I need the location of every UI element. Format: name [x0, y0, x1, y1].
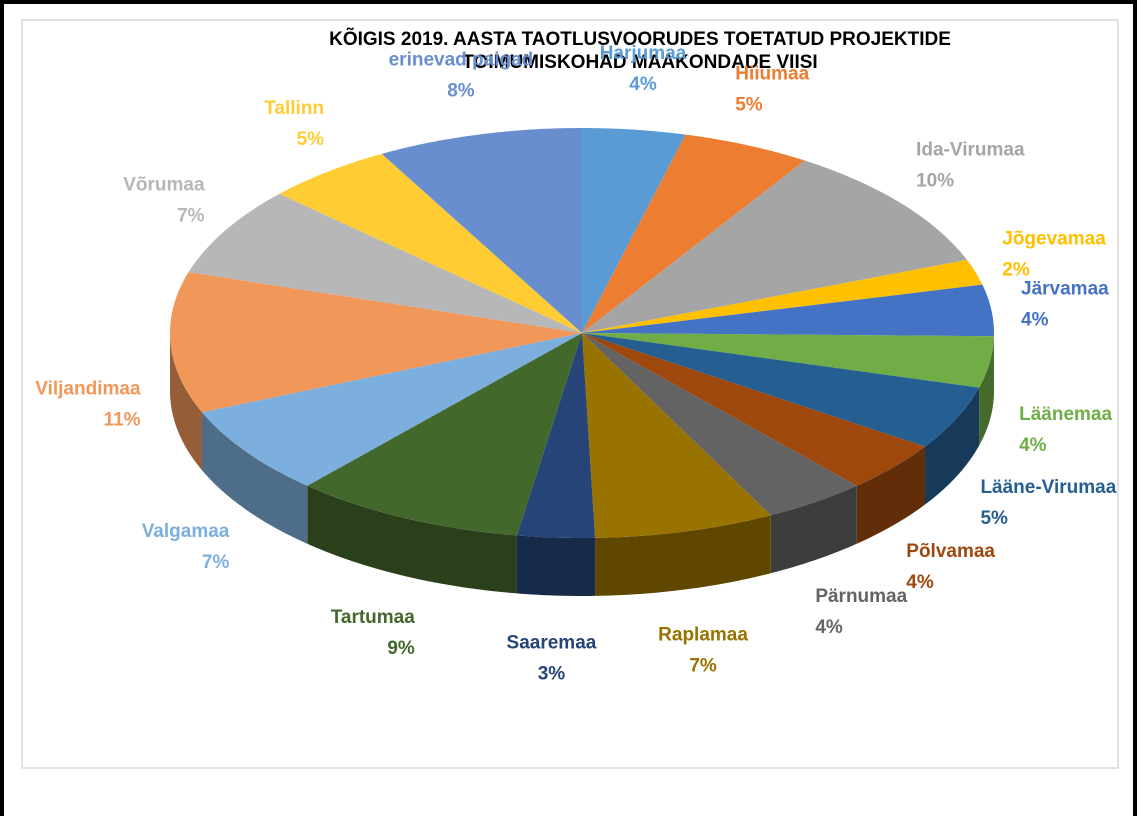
data-label-name: erinevad paigad: [389, 50, 534, 71]
data-label-value: 5%: [735, 94, 763, 115]
pie-slice: [582, 160, 967, 333]
data-label-name: Tallinn: [264, 98, 324, 119]
pie-slice-side: [925, 387, 980, 505]
data-label-name: Pärnumaa: [815, 586, 907, 607]
data-label-name: Põlvamaa: [906, 541, 995, 562]
pie-slice: [170, 272, 582, 413]
data-label-value: 7%: [202, 552, 230, 573]
data-label-value: 4%: [1021, 309, 1049, 330]
chart-title: TOIMUMISKOHAD MAAKONDADE VIISI: [462, 52, 817, 73]
data-label-value: 5%: [980, 508, 1008, 529]
data-label-name: Viljandimaa: [35, 379, 141, 400]
data-label-name: Jõgevamaa: [1002, 229, 1106, 250]
pie-slice: [582, 134, 805, 333]
data-label-name: Järvamaa: [1021, 278, 1109, 299]
pie-slice-side: [170, 333, 202, 471]
pie-slice: [582, 333, 980, 447]
pie-slice: [582, 333, 926, 486]
chart-title: KÕIGIS 2019. AASTA TAOTLUSVOORUDES TOETA…: [329, 28, 951, 50]
pie-slice: [201, 333, 582, 486]
pie-slice: [582, 333, 994, 388]
data-label-name: Saaremaa: [507, 632, 597, 653]
data-label-value: 2%: [1002, 260, 1030, 281]
data-label-name: Tartumaa: [331, 607, 416, 628]
data-label-value: 4%: [906, 572, 934, 593]
pie-slice: [582, 128, 686, 333]
data-label-name: Raplamaa: [658, 624, 748, 645]
data-label-value: 8%: [447, 81, 475, 102]
pie-slice-side: [979, 336, 994, 446]
data-label-value: 4%: [1019, 435, 1047, 456]
pie-slice: [582, 333, 857, 516]
data-label-name: Võrumaa: [123, 175, 205, 196]
pie-slice: [516, 333, 596, 538]
pie-slice: [582, 284, 994, 337]
data-label-value: 7%: [177, 206, 205, 227]
data-label-value: 11%: [104, 410, 141, 431]
pie-slice-side: [307, 485, 517, 594]
data-label-name: Ida-Virumaa: [916, 140, 1025, 161]
pie-slice: [582, 259, 983, 333]
data-label-value: 7%: [689, 655, 717, 676]
pie-slice: [279, 153, 582, 333]
data-label-value: 4%: [629, 74, 657, 95]
pie-slice: [582, 333, 771, 538]
data-label-value: 9%: [387, 638, 415, 659]
pie-slice: [188, 193, 583, 333]
pie-slice: [307, 333, 582, 536]
data-label-value: 5%: [297, 129, 325, 150]
pie-slice-side: [516, 535, 596, 596]
pie-slice-side: [201, 412, 308, 544]
data-label-value: 10%: [916, 171, 954, 192]
data-label-name: Harjumaa: [600, 43, 687, 64]
data-label-value: 3%: [538, 663, 566, 684]
data-label-name: Läänemaa: [1019, 404, 1112, 425]
pie-slice-side: [595, 515, 771, 596]
data-label-value: 4%: [815, 617, 843, 638]
pie-slice: [381, 128, 582, 333]
pie-slice-side: [856, 446, 926, 544]
data-label-name: Valgamaa: [142, 521, 230, 542]
data-label-name: Hiiumaa: [735, 63, 809, 84]
data-label-name: Lääne-Virumaa: [980, 477, 1116, 498]
pie-slice-side: [770, 485, 857, 574]
